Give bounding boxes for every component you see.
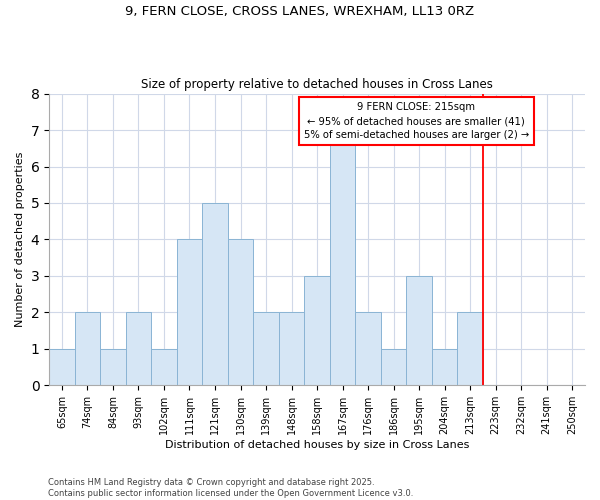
Bar [100,349,126,386]
Bar [202,203,228,386]
Bar [228,240,253,386]
Bar [151,349,177,386]
Title: Size of property relative to detached houses in Cross Lanes: Size of property relative to detached ho… [141,78,493,91]
Bar [457,312,483,386]
Bar [74,312,100,386]
Bar [330,130,355,386]
Bar [126,312,151,386]
Bar [381,349,406,386]
Bar [279,312,304,386]
Text: 9 FERN CLOSE: 215sqm
← 95% of detached houses are smaller (41)
5% of semi-detach: 9 FERN CLOSE: 215sqm ← 95% of detached h… [304,102,529,141]
Bar [49,349,74,386]
Bar [253,312,279,386]
Text: 9, FERN CLOSE, CROSS LANES, WREXHAM, LL13 0RZ: 9, FERN CLOSE, CROSS LANES, WREXHAM, LL1… [125,5,475,18]
Y-axis label: Number of detached properties: Number of detached properties [15,152,25,327]
Bar [355,312,381,386]
Text: Contains HM Land Registry data © Crown copyright and database right 2025.
Contai: Contains HM Land Registry data © Crown c… [48,478,413,498]
Bar [432,349,457,386]
Bar [304,276,330,386]
Bar [406,276,432,386]
Bar [177,240,202,386]
X-axis label: Distribution of detached houses by size in Cross Lanes: Distribution of detached houses by size … [165,440,469,450]
